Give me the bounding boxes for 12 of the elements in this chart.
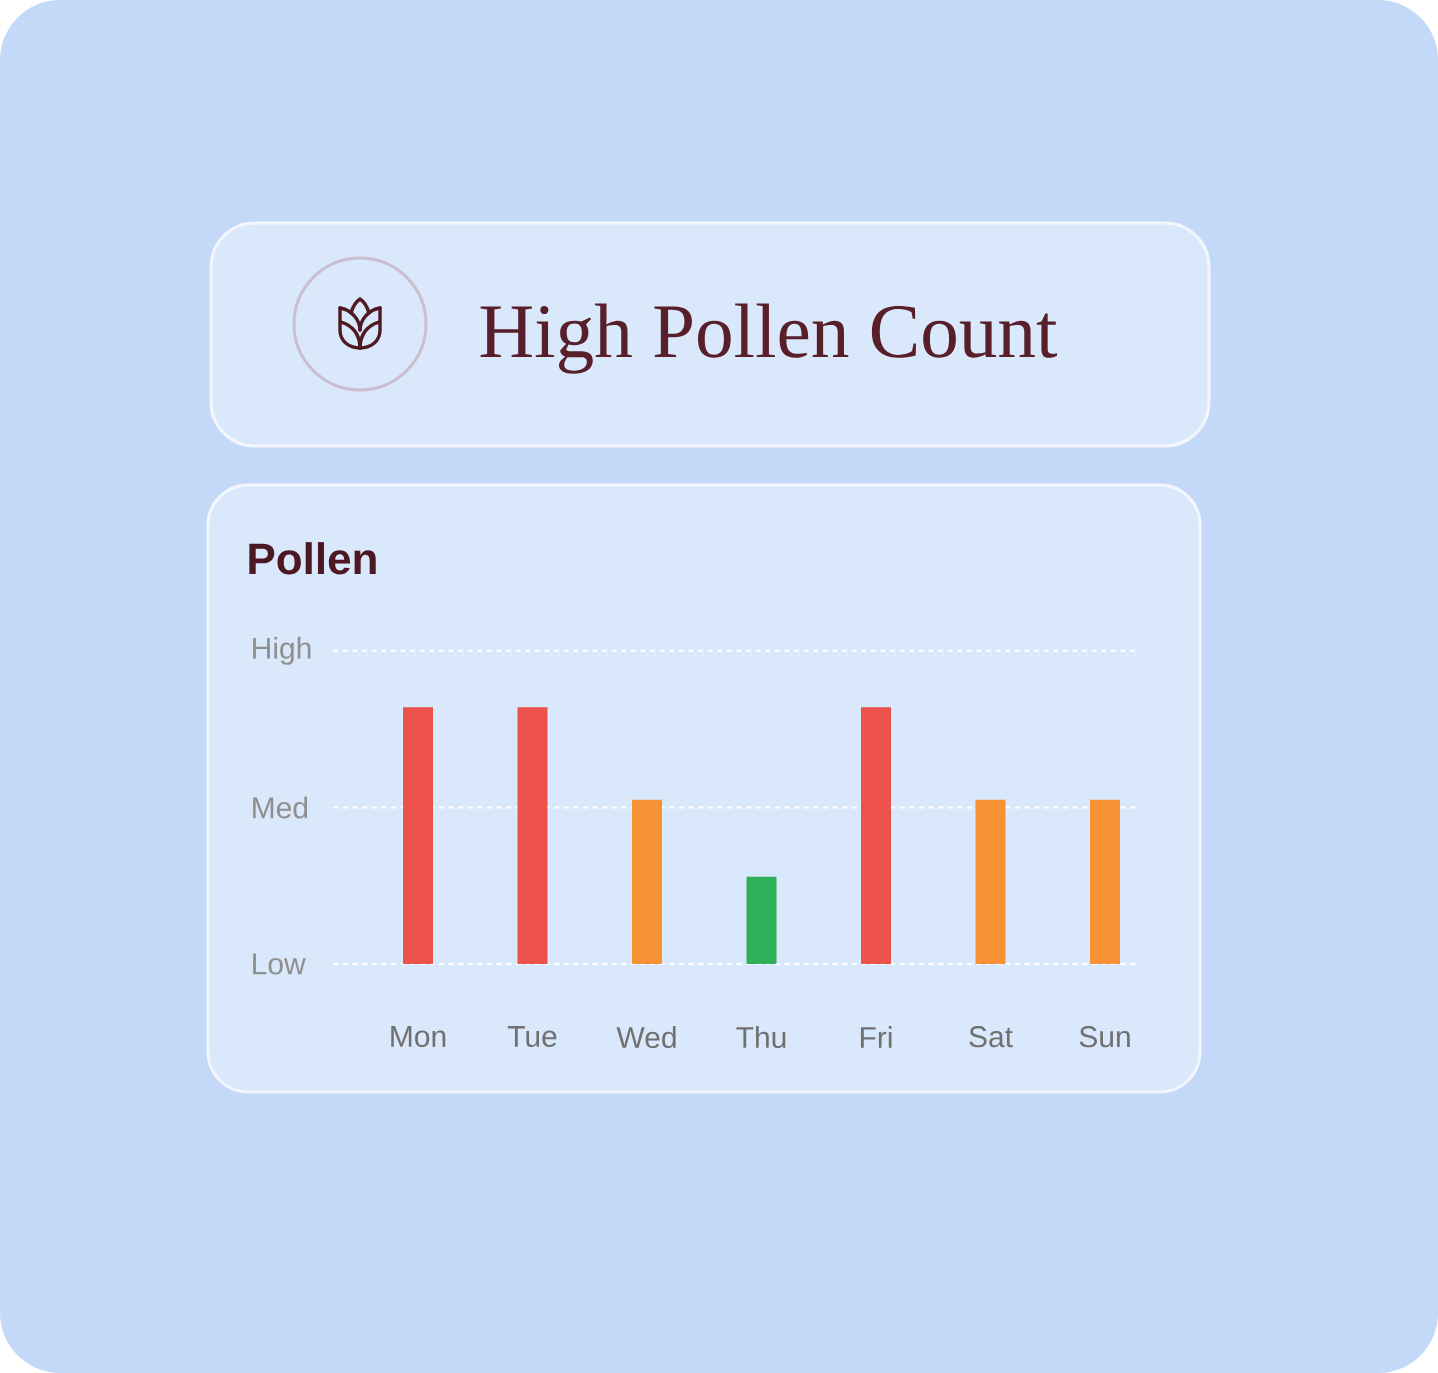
x-tick-label: Sun xyxy=(1079,1026,1130,1048)
x-tick-label: Mon xyxy=(391,1026,446,1048)
x-tick-label: Thu xyxy=(736,1026,786,1049)
ref-line-label: High xyxy=(253,636,311,665)
x-tick-label: Wed xyxy=(616,1026,676,1049)
chart-title: High Pollen Count xyxy=(480,303,1058,374)
x-tick-label: Sat xyxy=(969,1026,1013,1048)
chart-subtitle: Pollen xyxy=(249,542,376,575)
x-tick-label: Tue xyxy=(507,1026,557,1048)
ref-line-label: Med xyxy=(253,796,308,819)
x-tick-label: Fri xyxy=(860,1026,892,1048)
ref-line-label: Low xyxy=(253,953,306,975)
